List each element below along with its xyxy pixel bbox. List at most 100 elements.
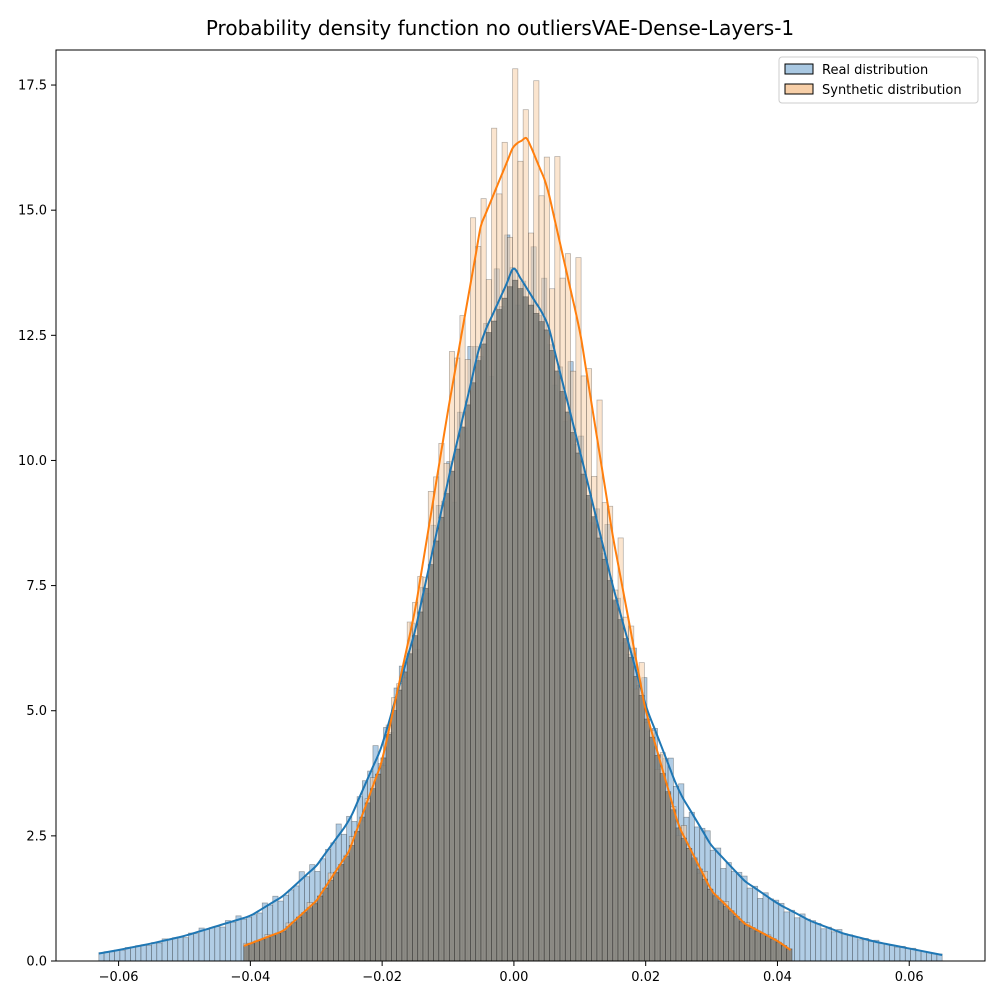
real-bar — [135, 945, 142, 962]
x-tick-label: 0.00 — [499, 970, 528, 985]
overlap-bar — [533, 312, 540, 962]
axes-frame — [55, 49, 986, 962]
overlap-bar — [306, 907, 313, 962]
overlap-bar — [338, 864, 345, 962]
real-bar — [145, 944, 152, 962]
real-bar — [235, 915, 242, 962]
real-bar — [868, 941, 875, 962]
overlap-bar — [522, 296, 529, 962]
real-bar — [915, 950, 922, 962]
overlap-bar — [391, 710, 397, 962]
real-bar — [804, 918, 811, 962]
real-bar — [230, 921, 237, 962]
real-bar — [841, 933, 848, 962]
real-bar — [193, 933, 200, 962]
overlap-bar — [443, 493, 450, 962]
overlap-bar — [675, 827, 682, 962]
overlap-bar — [580, 473, 587, 962]
y-tick-label: 2.5 — [26, 829, 47, 844]
overlap-bar — [364, 802, 371, 962]
overlap-bar — [712, 895, 719, 962]
overlap-bar — [433, 540, 440, 962]
real-bar — [114, 949, 121, 962]
overlap-bar — [607, 580, 614, 962]
x-tick-label: −0.06 — [99, 970, 139, 985]
real-bar — [815, 923, 822, 962]
overlap-bar — [311, 902, 318, 962]
legend-swatch-real — [784, 63, 814, 75]
overlap-bar — [506, 286, 513, 962]
overlap-bar — [770, 938, 777, 962]
real-bar — [794, 917, 801, 962]
overlap-bar — [454, 448, 461, 962]
overlap-bar — [654, 754, 661, 962]
overlap-bar — [744, 925, 751, 962]
overlap-bar — [348, 845, 355, 962]
y-tick-label: 10.0 — [18, 454, 47, 469]
overlap-bar — [385, 733, 392, 962]
overlap-bar — [259, 938, 266, 962]
real-bar — [177, 936, 184, 962]
overlap-bar — [253, 940, 260, 962]
overlap-bar — [775, 941, 782, 962]
x-tick-label: −0.04 — [230, 970, 270, 985]
overlap-bar — [380, 757, 387, 962]
real-bar — [825, 926, 832, 962]
overlap-bar — [701, 878, 708, 962]
overlap-bar — [528, 304, 535, 962]
real-bar — [889, 945, 896, 962]
overlap-bar — [665, 791, 672, 962]
overlap-bar — [396, 689, 403, 962]
x-tick-label: 0.02 — [631, 970, 660, 985]
real-bar — [156, 942, 163, 962]
real-bar — [820, 928, 827, 962]
overlap-bar — [707, 889, 714, 962]
real-bar — [810, 920, 817, 962]
overlap-bar — [612, 600, 619, 962]
real-bar — [831, 931, 838, 962]
real-bar — [182, 937, 189, 962]
real-bar — [166, 938, 173, 962]
real-bar — [172, 937, 179, 962]
overlap-bar — [628, 657, 635, 962]
overlap-bar — [459, 426, 466, 962]
overlap-bar — [786, 948, 793, 962]
overlap-bar — [501, 297, 508, 962]
x-tick-label: 0.04 — [763, 970, 792, 985]
overlap-bar — [280, 931, 287, 962]
legend-label-real: Real distribution — [822, 63, 928, 78]
overlap-bar — [369, 788, 376, 962]
overlap-bar — [322, 887, 329, 962]
overlap-bar — [496, 309, 503, 962]
overlap-bar — [470, 382, 477, 962]
y-tick-label: 15.0 — [18, 204, 47, 219]
overlap-bar — [422, 587, 429, 962]
overlap-bar — [670, 809, 677, 962]
real-bar — [209, 927, 216, 962]
overlap-bar — [480, 343, 487, 962]
overlap-bar — [596, 537, 603, 962]
overlap-bar — [375, 774, 382, 962]
overlap-bar — [296, 916, 303, 962]
y-tick-label: 17.5 — [18, 79, 47, 94]
real-bar — [224, 920, 231, 962]
overlap-bar — [285, 926, 292, 962]
overlap-bar — [538, 321, 545, 962]
overlap-bar — [269, 935, 276, 962]
overlap-bar — [754, 930, 761, 962]
real-bar — [920, 951, 927, 962]
real-bar — [151, 942, 158, 962]
overlap-bar — [301, 912, 308, 962]
y-tick-label: 5.0 — [26, 704, 47, 719]
overlap-bar — [723, 905, 730, 962]
overlap-bar — [275, 933, 282, 962]
y-tick-label: 0.0 — [26, 955, 47, 970]
overlap-bar — [617, 619, 624, 962]
real-bar — [198, 927, 205, 962]
real-bar — [931, 953, 938, 962]
overlap-bar — [517, 288, 524, 962]
real-bar — [161, 938, 168, 962]
overlap-bar — [512, 279, 519, 962]
real-bar — [140, 944, 147, 962]
